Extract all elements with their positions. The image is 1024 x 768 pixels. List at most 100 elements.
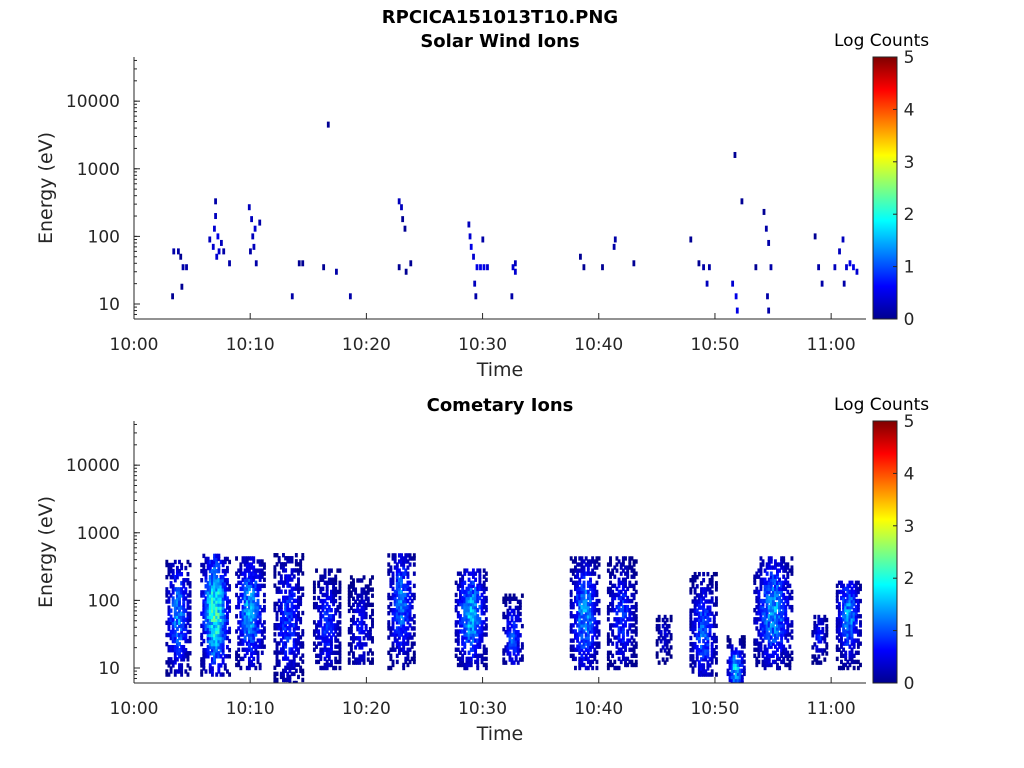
data-cell — [292, 568, 296, 573]
data-cell — [844, 614, 848, 619]
data-cell — [338, 614, 342, 619]
data-cell — [702, 657, 706, 662]
data-cell — [504, 599, 508, 604]
data-cell — [504, 648, 508, 653]
data-cell — [250, 611, 254, 616]
data-cell — [595, 644, 599, 649]
data-cell — [630, 662, 634, 668]
data-cell — [184, 617, 188, 622]
data-cell — [290, 607, 294, 613]
data-cell — [404, 650, 408, 655]
data-cell — [508, 633, 512, 638]
data-cell — [742, 668, 746, 674]
data-cell — [516, 648, 520, 653]
data-cell — [817, 630, 821, 635]
data-cell — [617, 626, 621, 631]
data-cell — [349, 593, 353, 598]
data-cell — [397, 583, 401, 589]
data-cell — [180, 587, 184, 592]
data-cell — [837, 626, 841, 631]
data-cell — [178, 635, 181, 641]
data-cell — [299, 668, 303, 674]
data-cell — [845, 264, 848, 271]
data-cell — [349, 617, 353, 623]
data-cell — [360, 593, 364, 598]
data-cell — [769, 641, 773, 646]
data-cell — [597, 598, 601, 604]
data-cell — [387, 635, 391, 640]
data-cell — [776, 623, 779, 628]
data-cell — [471, 653, 475, 659]
data-cell — [215, 617, 219, 622]
data-cell — [740, 656, 744, 661]
data-cell — [404, 611, 408, 616]
data-cell — [327, 656, 331, 662]
data-cell — [815, 636, 819, 641]
data-cell — [321, 665, 325, 671]
data-cell — [258, 604, 262, 610]
data-cell — [813, 233, 817, 240]
data-cell — [282, 610, 285, 616]
data-cell — [210, 632, 214, 638]
data-cell — [514, 657, 518, 662]
data-cell — [848, 598, 852, 604]
data-cell — [358, 608, 362, 614]
data-cell — [286, 656, 290, 661]
data-cell — [621, 595, 625, 601]
data-cell — [474, 632, 478, 637]
data-cell — [258, 219, 262, 226]
data-cell — [177, 248, 180, 255]
data-cell — [778, 665, 781, 671]
data-cell — [301, 592, 305, 597]
data-cell — [586, 568, 590, 573]
data-cell — [402, 647, 406, 652]
data-cell — [850, 653, 854, 659]
data-cell — [325, 623, 329, 628]
data-cell — [697, 663, 701, 668]
data-cell — [759, 586, 763, 592]
data-cell — [474, 629, 478, 634]
data-cell — [239, 614, 243, 619]
data-cell — [621, 604, 625, 610]
data-cell — [621, 577, 625, 582]
data-cell — [315, 568, 318, 573]
data-cell — [767, 638, 771, 643]
data-cell — [334, 656, 338, 662]
data-cell — [589, 586, 592, 592]
data-cell — [247, 586, 251, 592]
data-cell — [765, 632, 769, 637]
data-cell — [243, 559, 247, 564]
data-cell — [349, 626, 353, 632]
data-cell — [659, 648, 663, 653]
data-cell — [358, 630, 362, 635]
data-cell — [336, 589, 340, 595]
data-cell — [186, 620, 190, 626]
data-cell — [848, 623, 852, 628]
data-cell — [613, 617, 617, 622]
data-cell — [854, 580, 858, 586]
data-cell — [301, 653, 305, 658]
data-cell — [730, 671, 734, 677]
data-cell — [282, 650, 285, 655]
data-cell — [580, 562, 584, 567]
data-cell — [474, 571, 478, 576]
data-cell — [784, 647, 788, 652]
data-cell — [728, 641, 732, 646]
data-cell — [593, 647, 597, 652]
colorbar-tick-label: 5 — [904, 412, 915, 432]
data-cell — [391, 626, 395, 631]
data-cell — [366, 596, 370, 601]
data-cell — [221, 568, 225, 574]
data-cell — [714, 635, 718, 641]
data-cell — [247, 635, 251, 640]
data-cell — [593, 571, 597, 576]
data-cell — [217, 629, 221, 635]
data-cell — [223, 654, 227, 659]
data-cell — [482, 574, 486, 579]
data-cell — [759, 562, 763, 567]
data-cell — [506, 633, 510, 638]
data-cell — [465, 601, 469, 607]
data-cell — [617, 650, 621, 655]
data-cell — [589, 580, 592, 586]
data-cell — [502, 648, 506, 653]
